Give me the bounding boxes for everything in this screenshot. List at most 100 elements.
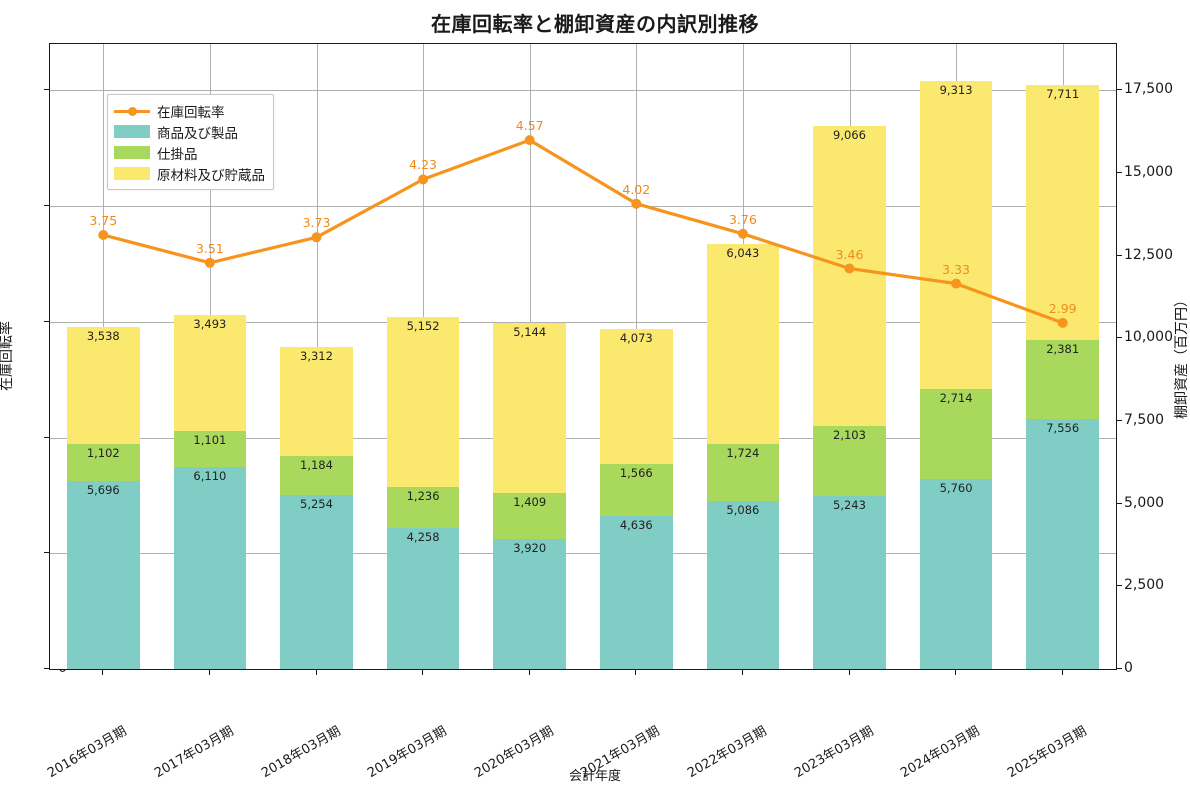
bar-value-label: 1,409 <box>513 494 547 509</box>
right-tick-label: 0 <box>1124 660 1133 676</box>
bar-segment <box>493 322 566 493</box>
bar-segment <box>706 443 780 501</box>
x-tick-mark <box>528 670 530 675</box>
bar-stack: 3,920 1,409 5,144 <box>493 44 566 669</box>
line-value-label: 3.73 <box>302 215 331 231</box>
x-axis-label: 会計年度 <box>568 769 621 784</box>
bar-stack: 4,258 1,236 5,152 <box>386 44 460 669</box>
bar-segment <box>706 500 780 669</box>
bar-segment <box>386 487 460 529</box>
right-tick-mark <box>1117 502 1122 504</box>
color-swatch-icon <box>114 146 150 159</box>
bar-value-label: 5,144 <box>513 324 547 339</box>
bar-segment <box>600 329 673 464</box>
right-tick-label: 10,000 <box>1124 329 1173 346</box>
legend-item-turnover: 在庫回転率 <box>114 100 265 121</box>
bar-value-label: 5,254 <box>300 497 333 512</box>
bar-segment <box>67 480 140 669</box>
bar-value-label: 3,538 <box>86 329 120 344</box>
bar-value-label: 4,636 <box>619 517 653 532</box>
line-value-label: 3.75 <box>89 212 118 228</box>
bar-value-label: 5,760 <box>939 480 973 495</box>
bar-value-label: 2,714 <box>939 390 973 405</box>
color-swatch-icon <box>114 167 150 180</box>
chart-title: 在庫回転率と棚卸資産の内訳別推移 <box>431 12 759 36</box>
bar-stack: 4,636 1,566 4,073 <box>600 44 673 669</box>
bar-value-label: 5,086 <box>726 502 760 517</box>
legend-item-merchandise: 商品及び製品 <box>114 121 265 142</box>
left-tick-mark <box>44 436 49 438</box>
x-tick-mark <box>955 670 957 675</box>
left-tick-mark <box>44 320 49 322</box>
left-tick-mark <box>44 89 49 91</box>
x-tick-mark <box>208 670 210 675</box>
bar-segment <box>1026 340 1099 420</box>
left-tick-mark <box>44 552 49 554</box>
bar-stack: 5,696 1,102 3,538 <box>67 44 140 669</box>
legend-item-work-in-process: 仕掛品 <box>114 142 265 163</box>
x-tick-mark <box>315 670 317 675</box>
bar-segment <box>67 444 140 481</box>
bar-segment <box>600 463 673 516</box>
bar-stack: 5,254 1,184 3,312 <box>280 44 353 669</box>
left-axis-label: 在庫回転率 <box>0 321 15 391</box>
x-tick-mark <box>848 670 850 675</box>
bar-value-label: 3,312 <box>300 348 333 363</box>
line-value-label: 3.33 <box>942 261 971 277</box>
x-tick-mark <box>422 670 424 675</box>
bar-segment <box>173 315 247 431</box>
line-marker-icon <box>114 104 150 118</box>
bar-value-label: 4,258 <box>406 530 440 545</box>
line-value-label: 3.51 <box>195 240 224 256</box>
line-point-labels: 3.75 3.51 3.73 4.23 4.57 4.02 3.76 3.46 3.33 2.99 <box>50 44 1116 669</box>
right-tick-label: 17,500 <box>1124 81 1173 98</box>
right-tick-mark <box>1117 171 1122 173</box>
right-tick-label: 5,000 <box>1124 494 1165 511</box>
bar-segment <box>813 495 886 669</box>
x-tick-mark <box>1061 670 1063 675</box>
bar-value-label: 5,243 <box>833 497 866 512</box>
line-value-label: 2.99 <box>1048 300 1077 316</box>
bar-segment <box>386 316 460 488</box>
bar-value-label: 6,110 <box>193 468 227 483</box>
color-swatch-icon <box>114 125 150 138</box>
legend-label: 仕掛品 <box>157 146 198 163</box>
legend-label: 商品及び製品 <box>157 125 238 142</box>
right-tick-mark <box>1117 668 1122 669</box>
line-value-label: 3.76 <box>728 211 757 227</box>
x-tick-mark <box>102 670 104 675</box>
legend-item-raw-materials: 原材料及び貯蔵品 <box>114 163 265 184</box>
x-tick-mark <box>635 670 637 675</box>
right-tick-mark <box>1117 89 1122 91</box>
bar-value-label: 1,102 <box>86 446 120 461</box>
bar-stack: 6,110 1,101 3,493 <box>173 44 247 669</box>
bar-value-label: 5,696 <box>86 482 120 497</box>
bar-segment <box>813 426 886 496</box>
bar-value-label: 3,920 <box>513 541 547 556</box>
bar-segment <box>493 492 566 540</box>
legend-label: 在庫回転率 <box>157 104 225 121</box>
line-value-label: 4.57 <box>515 118 544 134</box>
bar-segment <box>919 388 993 479</box>
right-tick-label: 2,500 <box>1124 577 1165 594</box>
bar-value-label: 1,724 <box>726 445 760 460</box>
line-value-label: 3.46 <box>835 246 864 262</box>
right-tick-mark <box>1117 337 1122 339</box>
bar-segment <box>493 539 566 669</box>
bar-value-label: 1,236 <box>406 489 440 504</box>
legend-label: 原材料及び貯蔵品 <box>157 167 265 184</box>
bar-value-label: 1,566 <box>619 465 653 480</box>
chart-legend: 在庫回転率 商品及び製品 仕掛品 原材料及び貯蔵品 <box>107 94 274 190</box>
bar-value-label: 9,313 <box>939 82 973 97</box>
bar-segment <box>173 466 247 669</box>
right-tick-mark <box>1117 419 1122 421</box>
bar-segment <box>386 528 460 669</box>
right-tick-mark <box>1117 254 1122 256</box>
bar-segment <box>1026 419 1099 669</box>
plot-area: 5,696 1,102 3,538 6,110 1,101 3,493 5,254 1,184… <box>49 43 1117 670</box>
bar-segment <box>600 515 673 669</box>
bar-segment <box>919 478 993 669</box>
bar-segment <box>280 346 353 457</box>
bar-segment <box>280 495 353 669</box>
